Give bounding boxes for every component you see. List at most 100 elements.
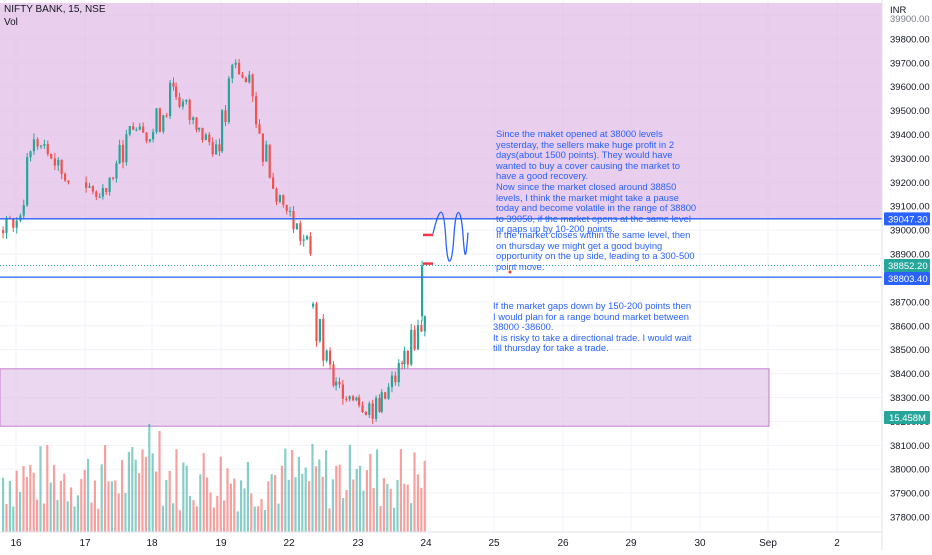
candle-19-1 bbox=[384, 392, 387, 399]
candle-12-2 bbox=[244, 77, 247, 83]
volume-bar bbox=[287, 479, 290, 532]
candle-11-2 bbox=[227, 78, 230, 122]
y-tick-6: 38400.00 bbox=[890, 369, 930, 380]
candle-4-2 bbox=[91, 186, 94, 192]
volume-bar bbox=[365, 470, 368, 532]
volume-bar bbox=[352, 479, 355, 532]
x-tick-2: 18 bbox=[146, 538, 158, 549]
volume-bar bbox=[46, 445, 49, 532]
candle-8-2 bbox=[158, 108, 161, 132]
candle-2-0 bbox=[36, 139, 39, 147]
volume-bar bbox=[49, 482, 52, 532]
volume-bar bbox=[144, 456, 147, 532]
candle-5-2 bbox=[108, 177, 111, 193]
y-tick-19: 39700.00 bbox=[890, 58, 930, 69]
volume-bar bbox=[420, 487, 423, 532]
volume-bar bbox=[97, 508, 100, 532]
candle-12-1 bbox=[241, 74, 244, 78]
candle-21-0 bbox=[421, 265, 424, 317]
candle-4-0 bbox=[85, 182, 88, 188]
volume-bar bbox=[297, 456, 300, 532]
candle-9-6 bbox=[195, 117, 198, 130]
candle-6-1 bbox=[121, 144, 125, 163]
volume-bar bbox=[32, 472, 35, 532]
y-tick-3: 38100.00 bbox=[890, 441, 930, 452]
candle-0-1 bbox=[5, 218, 8, 234]
x-tick-10: 30 bbox=[694, 538, 706, 549]
candle-15-2 bbox=[295, 223, 298, 230]
volume-bar bbox=[219, 456, 222, 532]
volume-bar bbox=[379, 506, 382, 532]
candle-15-6 bbox=[309, 236, 312, 255]
candle-2-2 bbox=[43, 144, 46, 146]
note-middle: If the market closes within the same lev… bbox=[496, 229, 695, 272]
candle-9-4 bbox=[188, 99, 191, 120]
volume-bar bbox=[416, 474, 419, 532]
y-tick-11: 38900.00 bbox=[890, 250, 930, 261]
candle-17-3 bbox=[345, 398, 348, 400]
candle-20-5 bbox=[420, 325, 423, 332]
candle-5-3 bbox=[111, 177, 115, 179]
candle-13-1 bbox=[258, 124, 261, 134]
candle-20-3 bbox=[413, 329, 416, 350]
candle-13-3 bbox=[265, 144, 268, 162]
volume-bar bbox=[93, 480, 96, 532]
y-tick-20: 39800.00 bbox=[890, 34, 930, 45]
volume-bar bbox=[151, 453, 154, 532]
candle-2-1 bbox=[39, 145, 43, 147]
y-tick-16: 39400.00 bbox=[890, 130, 930, 141]
volume-bar bbox=[318, 459, 321, 532]
volume-bar bbox=[321, 476, 324, 532]
y-tick-top: 39900.00 bbox=[890, 14, 930, 25]
volume-bar bbox=[304, 467, 307, 532]
volume-bar bbox=[36, 499, 39, 532]
candle-8-4 bbox=[165, 115, 168, 117]
volume-bar bbox=[301, 473, 304, 532]
volume-bar bbox=[325, 450, 328, 532]
volume-bar bbox=[63, 473, 66, 532]
candle-14-3 bbox=[282, 195, 285, 205]
volume-bar bbox=[236, 511, 239, 532]
candle-17-2 bbox=[341, 384, 344, 399]
y-tick-13: 39100.00 bbox=[890, 202, 930, 213]
x-tick-4: 22 bbox=[283, 538, 295, 549]
volume-bar bbox=[73, 506, 76, 532]
candle-7-2 bbox=[142, 126, 145, 133]
candle-18-3 bbox=[368, 403, 371, 415]
volume-bar bbox=[386, 483, 389, 532]
volume-bar bbox=[270, 474, 273, 532]
candle-3-2 bbox=[60, 159, 63, 174]
candle-6-4 bbox=[132, 126, 135, 130]
candle-17-4 bbox=[348, 396, 351, 400]
resistance-zone bbox=[0, 3, 882, 219]
x-tick-1: 17 bbox=[79, 538, 91, 549]
volume-bar bbox=[175, 449, 178, 532]
volume-bar bbox=[253, 506, 256, 532]
volume-bar bbox=[389, 488, 392, 532]
volume-bar bbox=[348, 444, 351, 532]
volume-bar bbox=[410, 503, 413, 532]
y-tick-17: 39500.00 bbox=[890, 106, 930, 117]
candle-11-0 bbox=[221, 110, 224, 152]
volume-bar bbox=[280, 465, 283, 532]
volume-bar bbox=[100, 464, 103, 532]
volume-bar bbox=[141, 449, 144, 532]
volume-bar bbox=[291, 449, 294, 532]
y-tick-0: 37800.00 bbox=[890, 513, 930, 524]
candle-18-5 bbox=[375, 397, 378, 419]
candle-8-5 bbox=[169, 82, 172, 116]
candle-15-1 bbox=[292, 211, 295, 230]
volume-bar bbox=[267, 481, 270, 532]
y-tick-14: 39200.00 bbox=[890, 178, 930, 189]
note-lower: If the market gaps down by 150-200 point… bbox=[493, 300, 692, 354]
volume-bar bbox=[216, 495, 219, 532]
volume-tag: 15.458M bbox=[889, 413, 926, 424]
volume-bar bbox=[22, 465, 25, 532]
volume-bar bbox=[59, 480, 62, 532]
candle-1-0 bbox=[19, 215, 22, 221]
y-tick-18: 39600.00 bbox=[890, 82, 930, 93]
volume-bar bbox=[117, 493, 120, 532]
volume-bar bbox=[121, 459, 124, 532]
